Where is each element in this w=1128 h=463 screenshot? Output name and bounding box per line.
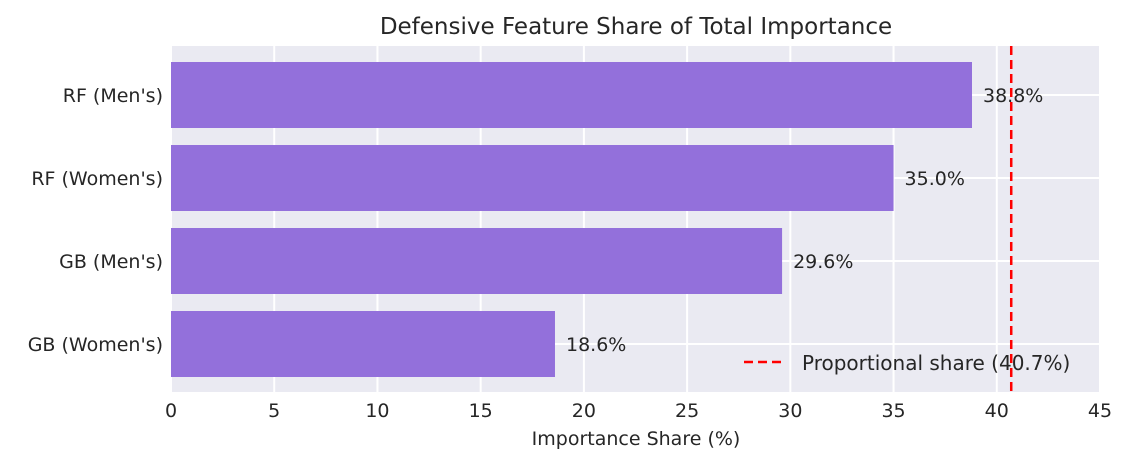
x-tick-label: 30	[778, 400, 802, 422]
x-tick-label: 20	[572, 400, 596, 422]
x-tick-label: 35	[881, 400, 905, 422]
bar-data-label: 18.6%	[566, 334, 626, 356]
bar-data-label: 29.6%	[793, 251, 853, 273]
bar	[171, 145, 894, 211]
x-tick-label: 25	[675, 400, 699, 422]
x-tick-label: 40	[985, 400, 1009, 422]
x-tick-label: 45	[1088, 400, 1112, 422]
x-tick-label: 15	[469, 400, 493, 422]
bar	[171, 62, 973, 128]
y-tick-label: GB (Men's)	[59, 251, 163, 273]
legend-label: Proportional share (40.7%)	[802, 351, 1070, 375]
chart-title: Defensive Feature Share of Total Importa…	[380, 14, 892, 40]
x-tick-label: 0	[165, 400, 177, 422]
bar	[171, 311, 555, 377]
x-axis-label: Importance Share (%)	[532, 428, 741, 450]
bar-data-label: 35.0%	[905, 168, 965, 190]
y-tick-label: GB (Women's)	[28, 334, 163, 356]
y-tick-label: RF (Women's)	[31, 168, 163, 190]
bar-data-label: 38.8%	[983, 85, 1043, 107]
x-tick-label: 5	[268, 400, 280, 422]
bar	[171, 228, 783, 294]
x-tick-label: 10	[365, 400, 389, 422]
y-tick-label: RF (Men's)	[63, 85, 163, 107]
